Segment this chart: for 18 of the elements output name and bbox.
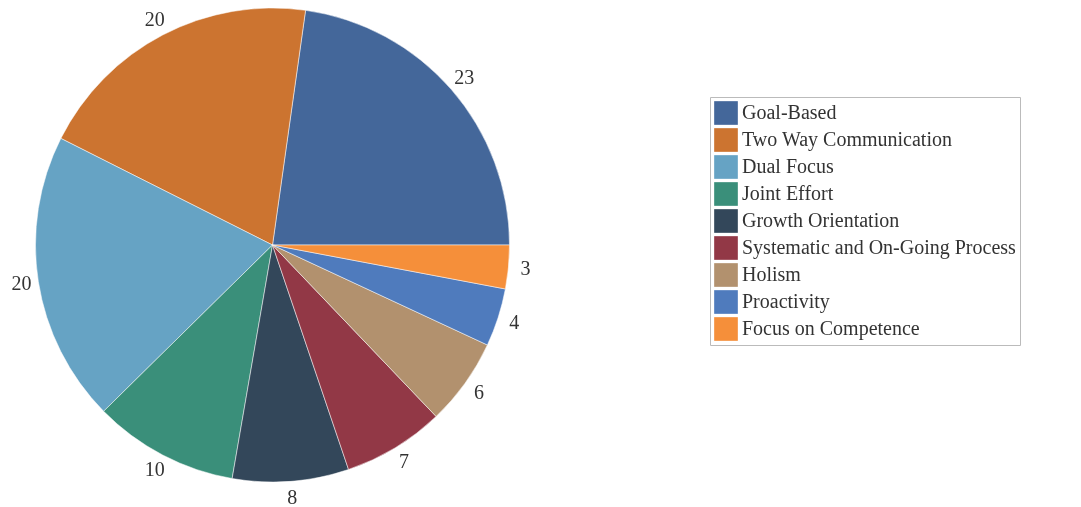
data-label: 3 [520,256,531,279]
legend-label: Joint Effort [742,182,834,204]
data-label: 4 [509,310,520,333]
legend-label: Dual Focus [742,155,834,177]
legend-label: Systematic and On-Going Process [742,236,1017,259]
legend-label: Two Way Communication [742,128,952,151]
legend-label: Proactivity [742,290,830,313]
legend-label: Growth Orientation [742,209,900,231]
data-label: 20 [144,7,165,30]
data-label: 20 [11,272,32,295]
data-label: 6 [473,381,484,404]
data-label: 23 [454,66,475,89]
data-label: 7 [399,450,410,473]
data-label: 10 [144,458,165,481]
data-label: 8 [287,486,298,507]
legend-label: Focus on Competence [742,317,920,340]
legend-label: Holism [742,263,802,285]
legend-label: Goal-Based [742,101,837,123]
